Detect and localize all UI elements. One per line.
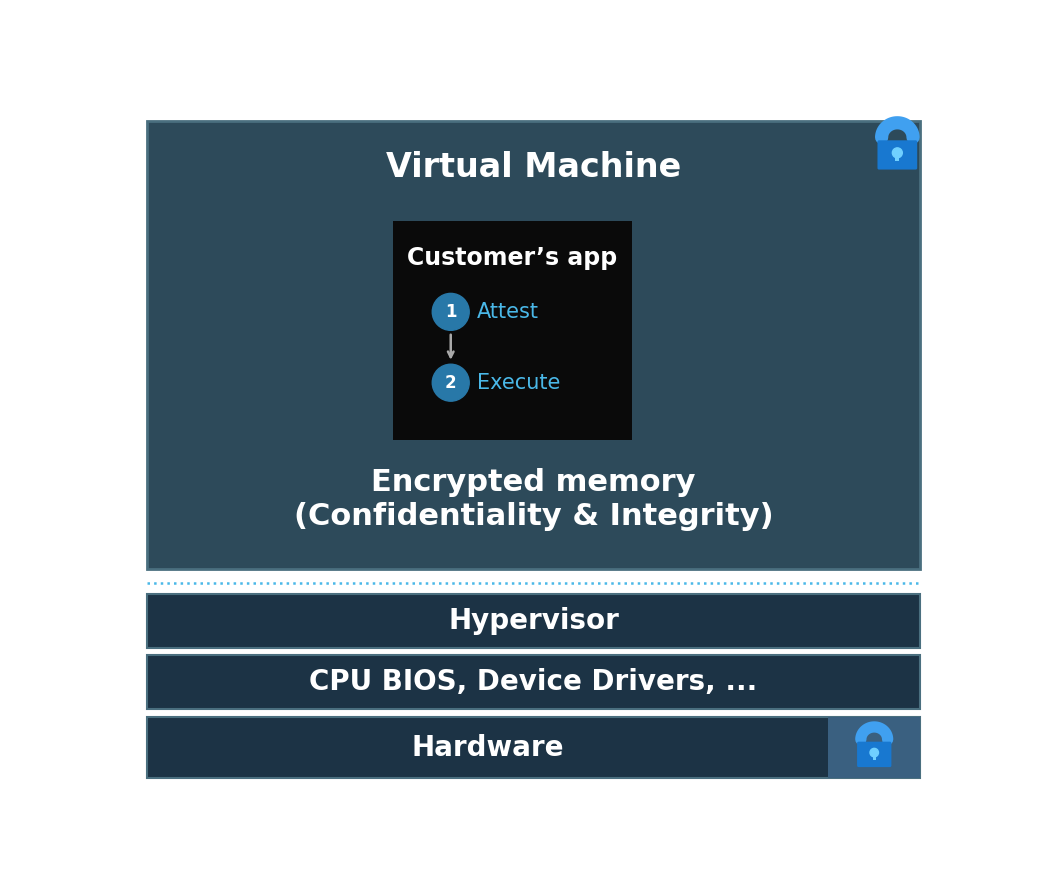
FancyBboxPatch shape xyxy=(857,741,891,767)
Text: Hardware: Hardware xyxy=(411,734,563,762)
Text: Virtual Machine: Virtual Machine xyxy=(386,151,681,184)
Text: Customer’s app: Customer’s app xyxy=(407,246,617,270)
Text: 1: 1 xyxy=(445,303,457,321)
Text: Encrypted memory
(Confidentiality & Integrity): Encrypted memory (Confidentiality & Inte… xyxy=(294,468,773,531)
Text: CPU BIOS, Device Drivers, ...: CPU BIOS, Device Drivers, ... xyxy=(309,668,758,697)
Text: 2: 2 xyxy=(445,374,457,392)
Text: Hypervisor: Hypervisor xyxy=(448,607,619,634)
Bar xyxy=(147,121,920,569)
Bar xyxy=(393,221,632,441)
Bar xyxy=(828,717,920,779)
Bar xyxy=(859,743,890,765)
Bar xyxy=(147,594,920,648)
Circle shape xyxy=(432,293,469,330)
Bar xyxy=(147,717,920,779)
Text: Attest: Attest xyxy=(477,301,539,322)
Circle shape xyxy=(892,148,903,158)
Bar xyxy=(879,142,916,168)
Circle shape xyxy=(432,364,469,401)
FancyBboxPatch shape xyxy=(878,140,917,169)
Circle shape xyxy=(870,748,879,756)
Bar xyxy=(147,656,920,709)
Text: Execute: Execute xyxy=(477,373,560,392)
Bar xyxy=(895,153,899,161)
Bar xyxy=(872,753,875,760)
